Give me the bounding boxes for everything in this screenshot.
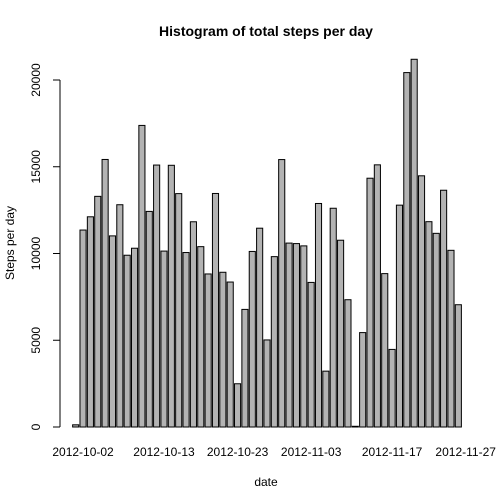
- y-axis-label: Steps per day: [3, 206, 17, 280]
- histogram-bar: [307, 281, 315, 428]
- histogram-bar: [322, 370, 330, 428]
- histogram-bar: [432, 232, 440, 428]
- histogram-bar: [292, 243, 300, 428]
- histogram-bar: [395, 204, 404, 428]
- histogram-bar: [241, 308, 249, 428]
- y-tick-label: 0: [29, 423, 43, 430]
- y-axis: 0 5000 10000 15000 20000: [29, 63, 61, 430]
- histogram-bar: [263, 339, 271, 428]
- bars-group: [72, 58, 462, 428]
- histogram-bar: [153, 164, 161, 428]
- y-tick-label: 10000: [29, 236, 43, 270]
- x-tick-label: 2012-10-02: [52, 445, 114, 459]
- histogram-bar: [270, 256, 278, 428]
- histogram-bar: [204, 273, 212, 428]
- histogram-bar: [344, 299, 352, 428]
- histogram-bar: [417, 175, 426, 428]
- y-tick-label: 15000: [29, 150, 43, 184]
- histogram-bar: [440, 189, 448, 428]
- histogram-bar: [167, 164, 175, 428]
- histogram-bar: [381, 273, 389, 428]
- histogram-bar: [130, 247, 139, 428]
- histogram-bar: [454, 304, 462, 428]
- histogram-bar: [314, 202, 323, 428]
- x-axis: 2012-10-02 2012-10-13 2012-10-23 2012-11-03…: [52, 445, 496, 459]
- histogram-bar: [234, 383, 242, 428]
- histogram-bar: [337, 239, 345, 428]
- histogram-bar: [123, 254, 131, 428]
- histogram-bar: [145, 210, 153, 428]
- histogram-bar: [72, 424, 80, 428]
- y-tick-label: 5000: [29, 327, 43, 354]
- x-tick-label: 2012-10-23: [207, 445, 269, 459]
- histogram-bar: [410, 58, 418, 428]
- histogram-bar: [182, 252, 190, 428]
- histogram-bar: [388, 348, 396, 428]
- histogram-bar: [175, 193, 183, 428]
- histogram-bar: [403, 72, 411, 428]
- histogram-bar: [94, 195, 102, 428]
- histogram-bar: [108, 235, 117, 428]
- histogram-bar: [86, 216, 94, 428]
- histogram-bar: [226, 281, 234, 428]
- histogram-bar: [79, 229, 87, 428]
- histogram-bar: [351, 425, 359, 428]
- histogram-bar: [329, 207, 337, 428]
- histogram-bar: [447, 249, 455, 428]
- x-tick-label: 2012-11-27: [435, 445, 496, 459]
- histogram-bar: [101, 158, 109, 428]
- histogram-bar: [373, 164, 381, 428]
- histogram-bar: [285, 242, 293, 428]
- histogram-bar: [366, 177, 374, 428]
- histogram-bar: [197, 246, 205, 428]
- x-tick-label: 2012-11-17: [362, 445, 423, 459]
- histogram-bar: [219, 271, 227, 428]
- histogram-bar: [425, 221, 433, 428]
- histogram-bar: [300, 245, 308, 428]
- y-tick-label: 20000: [29, 63, 43, 97]
- histogram-bar: [138, 124, 146, 428]
- histogram-bar: [160, 250, 168, 428]
- histogram-bar: [359, 332, 367, 428]
- x-axis-label: date: [254, 475, 278, 489]
- histogram-bar: [278, 159, 286, 428]
- histogram-bar: [189, 221, 197, 428]
- chart-title: Histogram of total steps per day: [159, 23, 373, 39]
- histogram-bar: [116, 204, 124, 428]
- x-tick-label: 2012-10-13: [133, 445, 195, 459]
- histogram-bar: [256, 227, 264, 428]
- x-tick-label: 2012-11-03: [281, 445, 342, 459]
- histogram-bar: [248, 250, 256, 428]
- histogram-bar: [211, 192, 220, 428]
